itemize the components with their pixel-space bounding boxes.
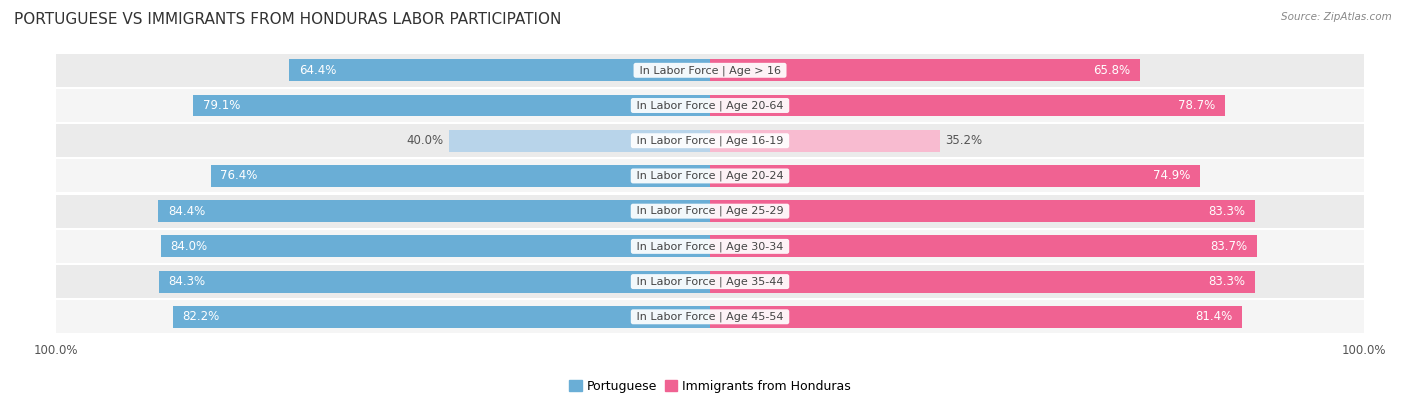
Text: 84.3%: 84.3% [169,275,205,288]
Bar [211,165,710,187]
Text: 78.7%: 78.7% [1177,99,1215,112]
Legend: Portuguese, Immigrants from Honduras: Portuguese, Immigrants from Honduras [564,375,856,395]
Bar [710,235,1257,257]
Bar [56,54,1364,87]
Text: Source: ZipAtlas.com: Source: ZipAtlas.com [1281,12,1392,22]
Text: In Labor Force | Age 25-29: In Labor Force | Age 25-29 [633,206,787,216]
Bar [56,89,1364,122]
Bar [56,160,1364,192]
Text: 64.4%: 64.4% [299,64,336,77]
Bar [710,271,1254,293]
Text: 74.9%: 74.9% [1153,169,1189,182]
Bar [193,94,710,117]
Bar [56,265,1364,298]
Bar [159,200,710,222]
Bar [290,59,710,81]
Bar [710,200,1254,222]
Text: 76.4%: 76.4% [221,169,257,182]
Text: 40.0%: 40.0% [406,134,443,147]
Text: 84.0%: 84.0% [170,240,208,253]
Bar [56,195,1364,228]
Text: PORTUGUESE VS IMMIGRANTS FROM HONDURAS LABOR PARTICIPATION: PORTUGUESE VS IMMIGRANTS FROM HONDURAS L… [14,12,561,27]
Bar [710,94,1225,117]
Bar [710,130,941,152]
Text: 84.4%: 84.4% [169,205,205,218]
Text: In Labor Force | Age 45-54: In Labor Force | Age 45-54 [633,312,787,322]
Text: In Labor Force | Age 16-19: In Labor Force | Age 16-19 [633,135,787,146]
Bar [159,271,710,293]
Bar [160,235,710,257]
Bar [173,306,710,328]
Bar [710,306,1243,328]
Text: In Labor Force | Age > 16: In Labor Force | Age > 16 [636,65,785,75]
Text: 35.2%: 35.2% [945,134,983,147]
Text: In Labor Force | Age 20-64: In Labor Force | Age 20-64 [633,100,787,111]
Bar [710,59,1140,81]
Text: 83.7%: 83.7% [1211,240,1247,253]
Text: 83.3%: 83.3% [1208,205,1244,218]
Bar [56,300,1364,333]
Text: In Labor Force | Age 20-24: In Labor Force | Age 20-24 [633,171,787,181]
Bar [449,130,710,152]
Text: 81.4%: 81.4% [1195,310,1233,324]
Text: 65.8%: 65.8% [1094,64,1130,77]
Bar [56,230,1364,263]
Text: In Labor Force | Age 30-34: In Labor Force | Age 30-34 [633,241,787,252]
Bar [56,124,1364,157]
Text: 79.1%: 79.1% [202,99,240,112]
Text: In Labor Force | Age 35-44: In Labor Force | Age 35-44 [633,276,787,287]
Text: 82.2%: 82.2% [183,310,219,324]
Text: 83.3%: 83.3% [1208,275,1244,288]
Bar [710,165,1199,187]
